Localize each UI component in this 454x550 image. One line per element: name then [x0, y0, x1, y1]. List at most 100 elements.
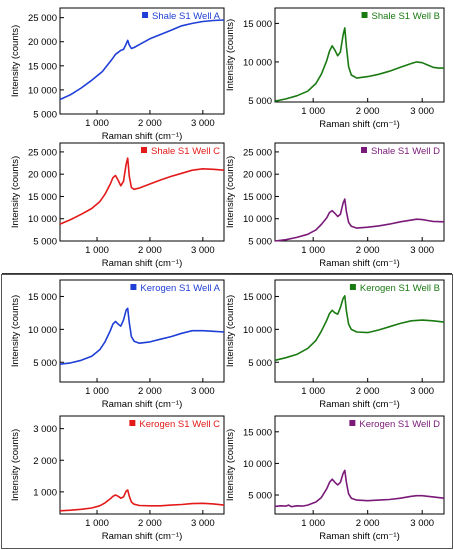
chart-panel-5: 1 000 2 000 3 000 5 000 10 000 15 000 Raman sh…	[10, 279, 225, 410]
y-tick-label: 25 000	[243, 147, 272, 158]
y-tick-label: 25 000	[28, 147, 57, 158]
series-line	[274, 198, 445, 242]
plot-area	[274, 279, 445, 383]
y-tick-label: 5 000	[248, 358, 272, 369]
legend-swatch	[349, 420, 356, 426]
series-line	[274, 27, 444, 102]
x-tick-label: 3 000	[191, 518, 215, 529]
panels: 1 000 2 000 3 000 10 000 15 000 20 000 25 000 5…	[10, 7, 445, 542]
x-tick-label: 1 000	[301, 245, 325, 256]
legend-swatch	[129, 420, 136, 426]
y-axis-label: Intensity (counts)	[225, 19, 236, 91]
y-tick-label: 15 000	[28, 292, 57, 303]
x-axis-label: Raman shift (cm⁻¹)	[319, 399, 400, 410]
legend-swatch	[349, 284, 356, 290]
y-tick-label: 15 000	[243, 292, 272, 303]
x-tick-label: 2 000	[356, 106, 380, 117]
legend-entry: Shale S1 Well A	[152, 11, 221, 22]
x-tick-label: 2 000	[138, 245, 162, 256]
chart-panel-7: 1 000 2 000 3 000 1 000 2 000 3 000 Raman shif…	[10, 415, 225, 542]
y-tick-label: 5 000	[33, 358, 57, 369]
x-axis-label: Raman shift (cm⁻¹)	[102, 531, 183, 542]
legend-swatch	[141, 147, 147, 153]
y-tick-label: 10 000	[28, 214, 57, 225]
y-tick-label: 2 000	[33, 456, 57, 467]
y-axis-label: Intensity (counts)	[10, 429, 21, 501]
y-tick-label: 5 000	[248, 237, 272, 248]
x-tick-label: 3 000	[410, 106, 434, 117]
legend-swatch	[130, 284, 137, 290]
y-tick-label: 15 000	[243, 19, 272, 30]
x-tick-label: 2 000	[356, 245, 380, 256]
y-tick-label: 15 000	[243, 192, 272, 203]
y-tick-label: 10 000	[28, 85, 57, 96]
x-axis-label: Raman shift (cm⁻¹)	[102, 131, 183, 142]
y-tick-label: 10 000	[243, 325, 272, 336]
y-axis-label: Intensity (counts)	[10, 295, 21, 367]
x-tick-label: 1 000	[85, 245, 109, 256]
legend-entry: Kerogen S1 Well A	[140, 283, 220, 294]
legend-entry: Kerogen S1 Well D	[359, 419, 440, 430]
x-tick-label: 3 000	[191, 386, 215, 397]
legend-swatch	[361, 147, 367, 153]
y-tick-label: 15 000	[243, 427, 272, 438]
series-line	[274, 294, 445, 362]
legend-entry: Shale S1 Well D	[371, 146, 440, 157]
y-tick-label: 25 000	[28, 13, 57, 24]
chart-panel-2: 1 000 2 000 3 000 5 000 10 000 15 000 Raman sh…	[225, 7, 445, 130]
x-tick-label: 3 000	[191, 118, 215, 129]
x-tick-label: 1 000	[301, 106, 325, 117]
legend-entry: Shale S1 Well B	[372, 11, 440, 22]
chart-panel-3: 1 000 2 000 3 000 10 000 15 000 20 000 25 000 5…	[10, 142, 225, 269]
plot-area	[274, 7, 445, 103]
y-tick-label: 1 000	[33, 487, 57, 498]
y-tick-label: 15 000	[28, 192, 57, 203]
plot-area	[59, 7, 225, 115]
y-tick-label: 15 000	[28, 61, 57, 72]
x-tick-label: 3 000	[410, 245, 434, 256]
y-axis-label: Intensity (counts)	[225, 295, 236, 367]
y-tick-label: 5 000	[33, 237, 57, 248]
y-tick-label: 10 000	[243, 459, 272, 470]
legend-swatch	[142, 12, 149, 18]
y-tick-label: 10 000	[243, 214, 272, 225]
plot-area	[274, 415, 445, 515]
y-axis-label: Intensity (counts)	[225, 429, 236, 501]
plot-area	[59, 142, 225, 242]
x-tick-label: 3 000	[410, 518, 434, 529]
x-tick-label: 1 000	[301, 518, 325, 529]
series-line	[59, 307, 225, 365]
legend-entry: Shale S1 Well C	[151, 146, 220, 157]
x-axis-label: Raman shift (cm⁻¹)	[319, 531, 400, 542]
x-tick-label: 2 000	[356, 386, 380, 397]
x-tick-label: 3 000	[191, 245, 215, 256]
y-tick-label: 5 000	[33, 110, 57, 121]
series-line	[274, 469, 445, 508]
y-axis-label: Intensity (counts)	[10, 156, 21, 228]
legend-entry: Kerogen S1 Well B	[360, 283, 440, 294]
x-tick-label: 2 000	[138, 518, 162, 529]
x-axis-label: Raman shift (cm⁻¹)	[102, 258, 183, 269]
kerogen-group-frame	[1, 274, 453, 549]
series-line	[59, 489, 225, 512]
legend-entry: Kerogen S1 Well C	[139, 419, 220, 430]
y-tick-label: 3 000	[33, 424, 57, 435]
series-line	[59, 19, 225, 101]
series-line	[59, 157, 225, 225]
x-tick-label: 2 000	[138, 118, 162, 129]
y-tick-label: 5 000	[248, 491, 272, 502]
x-tick-label: 1 000	[85, 386, 109, 397]
x-tick-label: 1 000	[301, 386, 325, 397]
x-tick-label: 1 000	[85, 518, 109, 529]
plot-area	[59, 279, 225, 383]
legend-swatch	[361, 12, 368, 18]
chart-panel-4: 1 000 2 000 3 000 10 000 15 000 20 000 25 000 5…	[225, 142, 445, 269]
x-axis-label: Raman shift (cm⁻¹)	[319, 119, 400, 130]
chart-panel-6: 1 000 2 000 3 000 5 000 10 000 15 000 Raman sh…	[225, 279, 445, 410]
chart-panel-1: 1 000 2 000 3 000 10 000 15 000 20 000 25 000 5…	[10, 7, 225, 142]
chart-panel-8: 1 000 2 000 3 000 5 000 10 000 15 000 Raman sh…	[225, 415, 445, 542]
y-tick-label: 10 000	[243, 57, 272, 68]
y-axis-label: Intensity (counts)	[225, 156, 236, 228]
x-tick-label: 1 000	[85, 118, 109, 129]
